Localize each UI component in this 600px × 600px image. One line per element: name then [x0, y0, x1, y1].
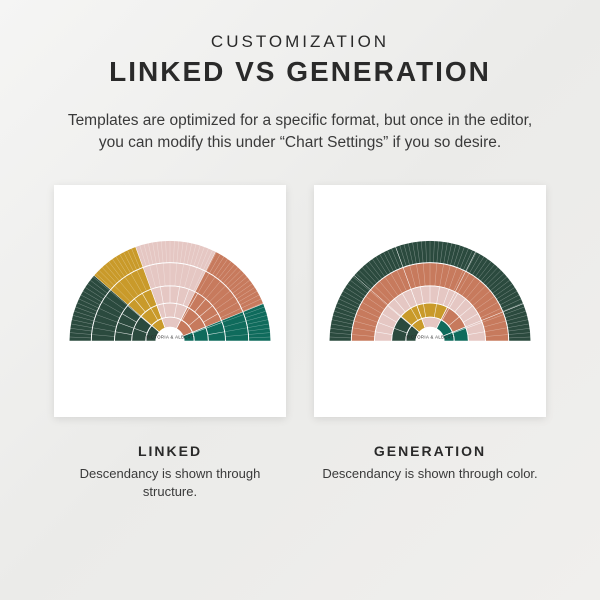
generation-caption-title: GENERATION — [314, 443, 546, 459]
linked-caption-subtitle: Descendancy is shown through structure. — [54, 465, 286, 501]
eyebrow-text: CUSTOMIZATION — [211, 32, 389, 52]
generation-fan-chart: VICTORIA & ALBERT — [324, 235, 536, 367]
chart-row: VICTORIA & ALBERT VICTORIA & ALBERT — [40, 185, 560, 417]
page-subtitle: Templates are optimized for a specific f… — [60, 110, 540, 155]
generation-caption: GENERATION Descendancy is shown through … — [314, 443, 546, 501]
linked-caption-title: LINKED — [54, 443, 286, 459]
linked-caption: LINKED Descendancy is shown through stru… — [54, 443, 286, 501]
generation-caption-subtitle: Descendancy is shown through color. — [314, 465, 546, 483]
linked-chart-card: VICTORIA & ALBERT — [54, 185, 286, 417]
linked-fan-chart: VICTORIA & ALBERT — [64, 235, 276, 367]
page-title: LINKED VS GENERATION — [109, 56, 491, 88]
generation-chart-card: VICTORIA & ALBERT — [314, 185, 546, 417]
svg-text:VICTORIA & ALBERT: VICTORIA & ALBERT — [406, 334, 454, 339]
svg-text:VICTORIA & ALBERT: VICTORIA & ALBERT — [146, 334, 194, 339]
captions-row: LINKED Descendancy is shown through stru… — [40, 443, 560, 501]
